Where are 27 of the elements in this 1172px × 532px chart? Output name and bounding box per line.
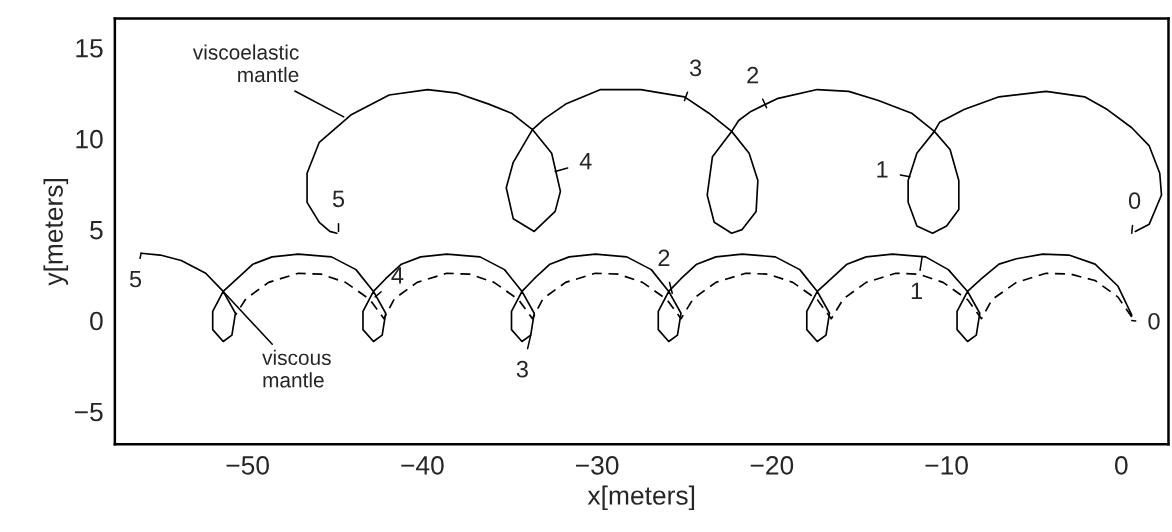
- y-tick-label: 10: [76, 129, 103, 149]
- annotation: 5: [332, 190, 345, 208]
- y-tick-label: 0: [90, 311, 103, 331]
- x-tick-label: −20: [750, 456, 794, 475]
- annotation: viscoelastic mantle: [192, 44, 299, 83]
- annotation: 4: [579, 152, 592, 170]
- annotation: 2: [658, 249, 670, 267]
- x-tick-label: −50: [226, 456, 269, 475]
- y-tick-label: −5: [74, 402, 103, 422]
- annotation: 4: [391, 267, 404, 284]
- annotation: 5: [129, 270, 142, 288]
- annotation: 3: [516, 360, 528, 378]
- y-tick-label: 15: [76, 39, 103, 58]
- y-tick-label: 5: [90, 221, 103, 240]
- x-tick-label: −10: [925, 456, 968, 475]
- annotation: 2: [747, 66, 759, 84]
- y-axis-title: y[meters]: [43, 179, 69, 286]
- x-axis-title: x[meters]: [587, 485, 695, 511]
- x-tick-label: −40: [401, 456, 444, 475]
- annotation: viscous mantle: [262, 349, 331, 388]
- x-tick-label: 0: [1115, 456, 1128, 475]
- annotation: 1: [877, 161, 888, 178]
- annotation: 1: [911, 282, 922, 300]
- x-tick-label: −30: [576, 456, 619, 475]
- annotation: 3: [689, 59, 702, 77]
- annotation: 0: [1148, 312, 1160, 330]
- annotation: 0: [1128, 192, 1141, 210]
